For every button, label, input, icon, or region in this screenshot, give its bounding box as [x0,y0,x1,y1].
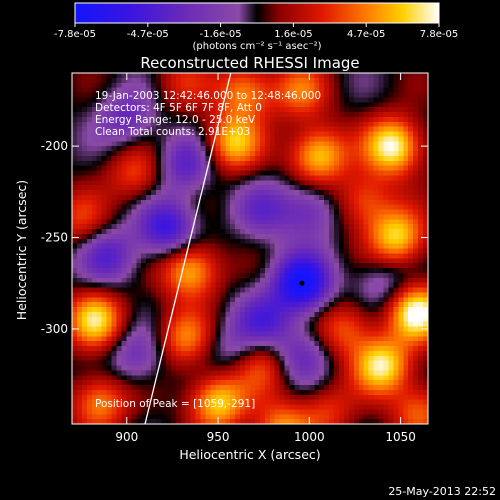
colorbar-units: (photons cm⁻² s⁻¹ asec⁻²) [192,41,321,52]
colorbar-tick-label: 1.6e-05 [274,29,312,40]
annotation-line: Energy Range: 12.0 - 25.0 keV [95,114,256,126]
annotation-line: 19-Jan-2003 12:42:46.000 to 12:48:46.000 [95,90,321,102]
annotation-line: Clean Total counts: 2.91E+03 [95,126,250,138]
chart-title: Reconstructed RHESSI Image [140,54,359,72]
y-axis-label: Heliocentric Y (arcsec) [14,180,29,320]
x-axis-label: Heliocentric X (arcsec) [179,447,320,462]
colorbar: -7.8e-05 -4.7e-05 -1.6e-05 1.6e-05 4.7e-05 7.… [54,2,458,52]
heatmap-image [72,73,428,424]
minimum-marker [299,280,305,286]
annotations: 19-Jan-2003 12:42:46.000 to 12:48:46.000… [95,90,321,138]
y-tick-label: -200 [41,139,68,153]
annotation-line: Detectors: 4F 5F 6F 7F 8F, Att 0 [95,102,262,114]
x-tick-label: 900 [115,430,138,444]
footer-date: 25-May-2013 22:52 [388,485,496,498]
plot-area: 900 950 1000 1050 -200 -250 -300 [41,72,429,444]
x-tick-label: 950 [207,430,230,444]
colorbar-tick-label: -7.8e-05 [54,29,96,40]
colorbar-tick-label: -4.7e-05 [127,29,169,40]
peak-position-label: Position of Peak = [1059,-291] [95,398,255,410]
x-tick-label: 1000 [294,430,325,444]
colorbar-tick-label: -1.6e-05 [200,29,242,40]
y-tick-label: -300 [41,322,68,336]
colorbar-tick-label: 7.8e-05 [420,29,458,40]
plot-frame [71,72,429,425]
colorbar-gradient [74,2,440,24]
x-tick-label: 1050 [385,430,416,444]
y-tick-label: -250 [41,231,68,245]
limb-line [144,73,232,424]
colorbar-tick-label: 4.7e-05 [347,29,385,40]
